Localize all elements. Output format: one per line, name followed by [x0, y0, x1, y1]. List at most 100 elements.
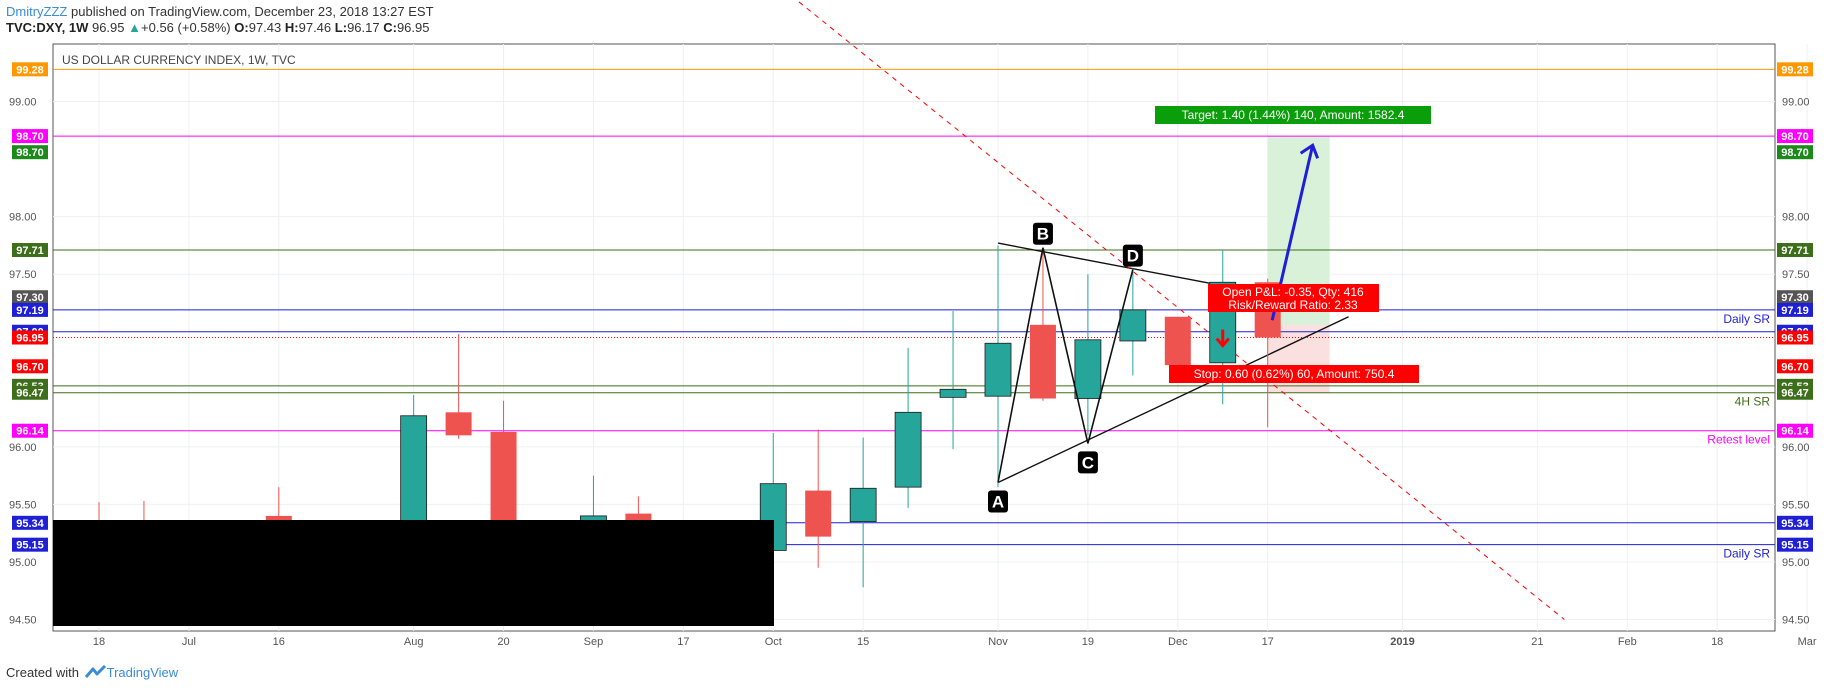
price-badge-right-text: 95.34 — [1781, 518, 1809, 530]
pattern-point-badge — [988, 490, 1008, 513]
price-badge-left-text: 95.15 — [16, 540, 44, 552]
x-tick-label: 17 — [677, 636, 689, 648]
y-tick-label-right: 96.00 — [1782, 442, 1810, 454]
arrow-up-head-icon — [1299, 142, 1320, 159]
y-tick-label-left: 96.00 — [9, 442, 37, 454]
y-tick-label-right: 94.50 — [1782, 614, 1810, 626]
x-tick-label: 18 — [93, 636, 105, 648]
y-tick-label-right: 98.00 — [1782, 212, 1810, 224]
candle-body — [805, 490, 832, 537]
pnl-box — [1208, 284, 1379, 312]
x-tick-label: Jul — [182, 636, 196, 648]
candle-body — [1119, 309, 1147, 342]
price-badge-right — [1777, 62, 1813, 77]
price-badge-left — [12, 330, 48, 345]
price-badge-left-text: 96.95 — [16, 333, 44, 345]
x-tick-label: 15 — [857, 636, 869, 648]
candle-body — [1029, 324, 1056, 399]
price-badge-right-text: 97.30 — [1781, 292, 1809, 304]
candle-body — [984, 342, 1012, 397]
x-tick-label: Dec — [1168, 636, 1188, 648]
stop-label-text: Stop: 0.60 (0.62%) 60, Amount: 750.4 — [1194, 367, 1395, 381]
pattern-point-badge — [1122, 244, 1143, 267]
publish-info: published on TradingView.com, December 2… — [71, 4, 434, 19]
change-value: +0.56 (+0.58%) — [141, 20, 231, 35]
pattern-point-badge — [1077, 451, 1098, 474]
price-badge-right — [1777, 385, 1813, 400]
chart-title: US DOLLAR CURRENCY INDEX, 1W, TVC — [62, 53, 296, 67]
open-value: 97.43 — [248, 20, 282, 35]
footer: Created with TradingView — [6, 665, 178, 680]
created-with-label: Created with — [6, 665, 79, 680]
pattern-path — [997, 247, 1134, 483]
risk-reward-label: Risk/Reward Ratio: 2.33 — [1228, 298, 1358, 312]
stop-label — [1169, 365, 1419, 383]
x-tick-label: Oct — [765, 636, 782, 648]
price-badge-right-text: 99.28 — [1781, 64, 1809, 76]
y-tick-label-left: 95.50 — [9, 499, 37, 511]
price-badge-left-text: 98.70 — [16, 147, 44, 159]
publish-line: DmitryZZZ published on TradingView.com, … — [6, 4, 434, 20]
tradingview-brand[interactable]: TradingView — [106, 665, 179, 680]
pattern-point-label: A — [992, 493, 1004, 512]
last-price: 96.95 — [91, 20, 125, 35]
price-badge-left-text: 96.47 — [16, 388, 44, 400]
high-label: H: — [284, 20, 299, 35]
open-label: O: — [234, 20, 249, 35]
low-label: L: — [334, 20, 348, 35]
x-tick-label: 17 — [1262, 636, 1274, 648]
level-annotation: 4H SR — [1735, 395, 1771, 409]
price-badge-right-text: 98.70 — [1781, 147, 1809, 159]
author-link[interactable]: DmitryZZZ — [6, 4, 68, 19]
price-badge-left — [12, 385, 48, 400]
price-badge-right — [1777, 330, 1813, 345]
y-tick-label-left: 98.00 — [9, 212, 37, 224]
x-tick-label: 18 — [1711, 636, 1723, 648]
price-badge-right-text: 96.70 — [1781, 361, 1809, 373]
pattern-point-label: D — [1127, 247, 1139, 266]
y-tick-label-left: 95.00 — [9, 557, 37, 569]
candle-body — [849, 487, 877, 523]
candle-body — [1164, 316, 1191, 366]
candle-body — [400, 415, 428, 528]
chart-header: DmitryZZZ published on TradingView.com, … — [6, 4, 434, 36]
x-tick-label: Nov — [988, 636, 1008, 648]
x-tick-label: Feb — [1618, 636, 1637, 648]
price-badge-right — [1777, 290, 1813, 305]
y-tick-label-left: 99.00 — [9, 97, 37, 109]
price-badge-right — [1777, 145, 1813, 160]
price-badge-right-text: 96.47 — [1781, 388, 1809, 400]
candle-body — [894, 411, 922, 488]
x-tick-label: Mar — [1798, 636, 1817, 648]
x-tick-label: 2019 — [1390, 636, 1414, 648]
price-badge-right-text: 98.70 — [1781, 131, 1809, 143]
price-badge-left — [12, 423, 48, 438]
price-badge-left-text: 99.28 — [16, 64, 44, 76]
price-badge-left — [12, 145, 48, 160]
price-badge-left-text: 97.71 — [16, 245, 44, 257]
price-badge-left — [12, 243, 48, 258]
price-badge-right — [1777, 302, 1813, 317]
price-badge-left — [12, 302, 48, 317]
y-tick-label-left: 97.50 — [9, 269, 37, 281]
x-tick-label: 16 — [273, 636, 285, 648]
level-annotation: Retest level — [1707, 433, 1770, 447]
price-badge-left — [12, 359, 48, 374]
price-badge-right-text: 97.19 — [1781, 305, 1809, 317]
price-badge-right — [1777, 359, 1813, 374]
trend-line — [997, 242, 1223, 287]
close-label: C: — [383, 20, 397, 35]
candle-body — [1074, 339, 1102, 399]
price-badge-right — [1777, 243, 1813, 258]
target-label-text: Target: 1.40 (1.44%) 140, Amount: 1582.4 — [1182, 108, 1405, 122]
price-badge-right — [1777, 515, 1813, 530]
price-badge-left-text: 97.30 — [16, 292, 44, 304]
high-value: 97.46 — [298, 20, 332, 35]
price-badge-right — [1777, 129, 1813, 144]
price-badge-right-text: 96.14 — [1781, 426, 1809, 438]
redaction-block — [53, 520, 774, 626]
price-badge-left — [12, 62, 48, 77]
price-badge-left — [12, 515, 48, 530]
x-tick-label: 20 — [497, 636, 509, 648]
